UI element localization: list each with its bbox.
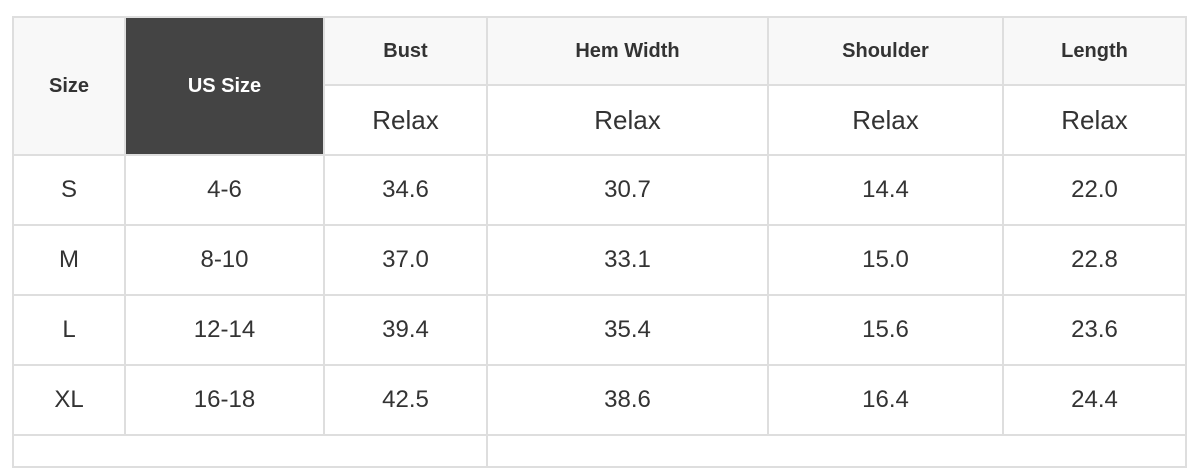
header-bust: Bust xyxy=(323,16,488,86)
subheader-cell: Relax xyxy=(1002,84,1187,156)
subheader-cell: Relax xyxy=(486,84,769,156)
cell: 4-6 xyxy=(124,154,325,226)
table-row: XL 16-18 42.5 38.6 16.4 24.4 xyxy=(12,364,1187,436)
cell: 15.0 xyxy=(767,224,1004,296)
table-row: S 4-6 34.6 30.7 14.4 22.0 xyxy=(12,154,1187,226)
header-us-size: US Size xyxy=(124,16,325,156)
cell: 8-10 xyxy=(124,224,325,296)
cell: L xyxy=(12,294,126,366)
cell: 15.6 xyxy=(767,294,1004,366)
header-size: Size xyxy=(12,16,126,156)
cell: 30.7 xyxy=(486,154,769,226)
cell: 42.5 xyxy=(323,364,488,436)
cell: 37.0 xyxy=(323,224,488,296)
cell: M xyxy=(12,224,126,296)
cell: 38.6 xyxy=(486,364,769,436)
cell xyxy=(12,434,488,468)
cell: 33.1 xyxy=(486,224,769,296)
cell: 34.6 xyxy=(323,154,488,226)
subheader-cell: Relax xyxy=(767,84,1004,156)
cell: 22.8 xyxy=(1002,224,1187,296)
header-shoulder: Shoulder xyxy=(767,16,1004,86)
cell: 12-14 xyxy=(124,294,325,366)
cell xyxy=(486,434,1187,468)
cell: XL xyxy=(12,364,126,436)
cell: 16.4 xyxy=(767,364,1004,436)
header-hem-width: Hem Width xyxy=(486,16,769,86)
table-row-partial xyxy=(12,434,1187,468)
cell: 22.0 xyxy=(1002,154,1187,226)
cell: 16-18 xyxy=(124,364,325,436)
header-length: Length xyxy=(1002,16,1187,86)
cell: 14.4 xyxy=(767,154,1004,226)
table-row: M 8-10 37.0 33.1 15.0 22.8 xyxy=(12,224,1187,296)
table-row: L 12-14 39.4 35.4 15.6 23.6 xyxy=(12,294,1187,366)
header-row: Size US Size Bust Hem Width Shoulder Len… xyxy=(12,16,1187,156)
cell: 24.4 xyxy=(1002,364,1187,436)
cell: S xyxy=(12,154,126,226)
cell: 39.4 xyxy=(323,294,488,366)
subheader-row: Relax Relax Relax Relax xyxy=(13,84,1187,156)
size-chart-table: Size US Size Bust Hem Width Shoulder Len… xyxy=(12,16,1187,468)
cell: 35.4 xyxy=(486,294,769,366)
subheader-cell: Relax xyxy=(323,84,488,156)
cell: 23.6 xyxy=(1002,294,1187,366)
